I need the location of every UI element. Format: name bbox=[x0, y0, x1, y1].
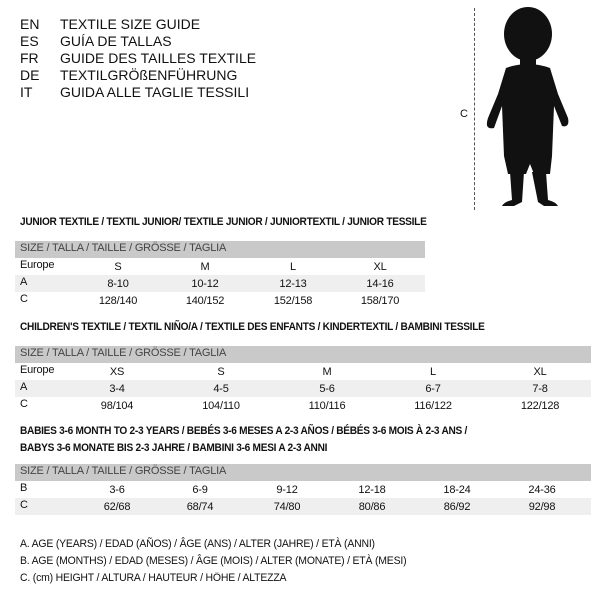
cell: 104/110 bbox=[202, 400, 240, 412]
height-measure-line bbox=[474, 8, 475, 210]
babies-size-table: SIZE / TALLA / TAILLE / GRÖSSE / TAGLIA … bbox=[15, 464, 591, 515]
cell: 6-9 bbox=[192, 484, 208, 496]
row-label: C bbox=[20, 499, 28, 511]
table-header: SIZE / TALLA / TAILLE / GRÖSSE / TAGLIA bbox=[15, 464, 591, 481]
cell: 7-8 bbox=[532, 383, 548, 395]
child-silhouette-icon bbox=[486, 7, 569, 206]
cell: 6-7 bbox=[425, 383, 441, 395]
header-label: SIZE / TALLA / TAILLE / GRÖSSE / TAGLIA bbox=[20, 347, 227, 359]
cell: 3-4 bbox=[109, 383, 125, 395]
lang-title: GUIDA ALLE TAGLIE TESSILI bbox=[60, 84, 250, 100]
cell: 74/80 bbox=[273, 501, 301, 513]
lang-title: GUÍA DE TALLAS bbox=[60, 33, 172, 49]
lang-code: FR bbox=[20, 50, 39, 66]
row-label: C bbox=[20, 293, 28, 305]
cell: 12-13 bbox=[279, 278, 307, 290]
children-size-table: SIZE / TALLA / TAILLE / GRÖSSE / TAGLIA … bbox=[15, 346, 591, 414]
junior-section-title: JUNIOR TEXTILE / TEXTIL JUNIOR/ TEXTILE … bbox=[20, 216, 427, 228]
babies-section-title-line1: BABIES 3-6 MONTH TO 2-3 YEARS / BEBÉS 3-… bbox=[20, 425, 468, 437]
cell: 68/74 bbox=[186, 501, 214, 513]
row-label: Europe bbox=[20, 259, 55, 271]
junior-size-table: SIZE / TALLA / TAILLE / GRÖSSE / TAGLIA … bbox=[15, 241, 425, 309]
table-header: SIZE / TALLA / TAILLE / GRÖSSE / TAGLIA bbox=[15, 346, 591, 363]
cell: 4-5 bbox=[213, 383, 229, 395]
cell: 8-10 bbox=[107, 278, 129, 290]
table-row: C 128/140 140/152 152/158 158/170 bbox=[15, 292, 425, 309]
row-label: B bbox=[20, 482, 28, 494]
cell: M bbox=[322, 366, 332, 378]
cell: 92/98 bbox=[528, 501, 556, 513]
row-label: C bbox=[20, 398, 28, 410]
cell: 62/68 bbox=[103, 501, 131, 513]
table-row: A 8-10 10-12 12-13 14-16 bbox=[15, 275, 425, 292]
lang-title: GUIDE DES TAILLES TEXTILE bbox=[60, 50, 257, 66]
table-row: C 98/104 104/110 110/116 116/122 122/128 bbox=[15, 397, 591, 414]
cell: 10-12 bbox=[191, 278, 219, 290]
cell: 14-16 bbox=[366, 278, 394, 290]
table-row: Europe XS S M L XL bbox=[15, 363, 591, 380]
babies-section-title-line2: BABYS 3-6 MONATE BIS 2-3 JAHRE / BAMBINI… bbox=[20, 442, 328, 454]
lang-code: ES bbox=[20, 33, 39, 49]
cell: S bbox=[114, 261, 122, 273]
cell: 86/92 bbox=[443, 501, 471, 513]
cell: 98/104 bbox=[100, 400, 134, 412]
cell: 122/128 bbox=[520, 400, 560, 412]
cell: 128/140 bbox=[98, 295, 138, 307]
cell: 5-6 bbox=[319, 383, 335, 395]
table-row: Europe S M L XL bbox=[15, 258, 425, 275]
cell: L bbox=[290, 261, 296, 273]
cell: 152/158 bbox=[273, 295, 313, 307]
lang-title: TEXTILGRÖßENFÜHRUNG bbox=[60, 67, 238, 83]
cell: 24-36 bbox=[528, 484, 556, 496]
cell: M bbox=[200, 261, 210, 273]
lang-code: IT bbox=[20, 84, 33, 100]
cell: XS bbox=[109, 366, 125, 378]
cell: 158/170 bbox=[360, 295, 400, 307]
header-label: SIZE / TALLA / TAILLE / GRÖSSE / TAGLIA bbox=[20, 242, 227, 254]
table-row: B 3-6 6-9 9-12 12-18 18-24 24-36 bbox=[15, 481, 591, 498]
cell: XL bbox=[533, 366, 547, 378]
legend-c: C. (cm) HEIGHT / ALTURA / HAUTEUR / HÖHE… bbox=[20, 572, 287, 584]
cell: 140/152 bbox=[185, 295, 225, 307]
legend-b: B. AGE (MONTHS) / EDAD (MESES) / ÂGE (MO… bbox=[20, 555, 407, 567]
table-row: C 62/68 68/74 74/80 80/86 86/92 92/98 bbox=[15, 498, 591, 515]
lang-title: TEXTILE SIZE GUIDE bbox=[60, 16, 201, 32]
cell: S bbox=[217, 366, 225, 378]
cell: XL bbox=[373, 261, 387, 273]
lang-code: EN bbox=[20, 16, 40, 32]
cell: 18-24 bbox=[443, 484, 471, 496]
cell: 3-6 bbox=[109, 484, 125, 496]
cell: 9-12 bbox=[276, 484, 298, 496]
row-label: A bbox=[20, 381, 28, 393]
height-measure-label: C bbox=[460, 108, 468, 120]
children-section-title: CHILDREN'S TEXTILE / TEXTIL NIÑO/A / TEX… bbox=[20, 321, 485, 333]
cell: L bbox=[430, 366, 436, 378]
table-row: A 3-4 4-5 5-6 6-7 7-8 bbox=[15, 380, 591, 397]
row-label: Europe bbox=[20, 364, 55, 376]
cell: 80/86 bbox=[358, 501, 386, 513]
lang-code: DE bbox=[20, 67, 40, 83]
cell: 116/122 bbox=[414, 400, 452, 412]
legend-a: A. AGE (YEARS) / EDAD (AÑOS) / ÂGE (ANS)… bbox=[20, 538, 375, 550]
cell: 110/116 bbox=[308, 400, 346, 412]
cell: 12-18 bbox=[358, 484, 386, 496]
row-label: A bbox=[20, 276, 28, 288]
header-label: SIZE / TALLA / TAILLE / GRÖSSE / TAGLIA bbox=[20, 465, 227, 477]
table-header: SIZE / TALLA / TAILLE / GRÖSSE / TAGLIA bbox=[15, 241, 425, 258]
